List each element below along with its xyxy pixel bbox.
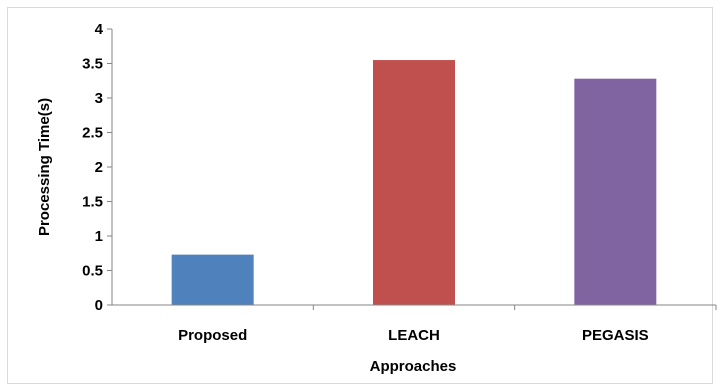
bar-pegasis: [574, 78, 657, 306]
y-tick-label: 3: [95, 90, 103, 107]
x-tick-label: LEACH: [388, 327, 440, 344]
x-tick-label: Proposed: [178, 327, 247, 344]
y-tick-label: 1.5: [82, 194, 103, 211]
y-tick-label: 1: [95, 228, 103, 245]
y-tick-label: 4: [95, 21, 104, 38]
y-tick-label: 3.5: [82, 56, 103, 73]
bar-proposed: [171, 254, 254, 305]
bar-leach: [373, 60, 455, 305]
x-axis: Proposed LEACH PEGASIS: [112, 304, 717, 344]
y-tick-label: 2.5: [82, 125, 103, 142]
y-tick-label: 0.5: [82, 263, 103, 280]
y-axis-title: Processing Time(s): [36, 98, 53, 236]
x-axis-title: Approaches: [370, 358, 457, 375]
y-axis: 0 0.5 1 1.5 2 2.5 3 3.5 4: [82, 21, 113, 314]
x-tick-label: PEGASIS: [582, 327, 649, 344]
bars: [171, 60, 657, 306]
y-tick-label: 0: [95, 297, 103, 314]
y-tick-label: 2: [95, 159, 103, 176]
